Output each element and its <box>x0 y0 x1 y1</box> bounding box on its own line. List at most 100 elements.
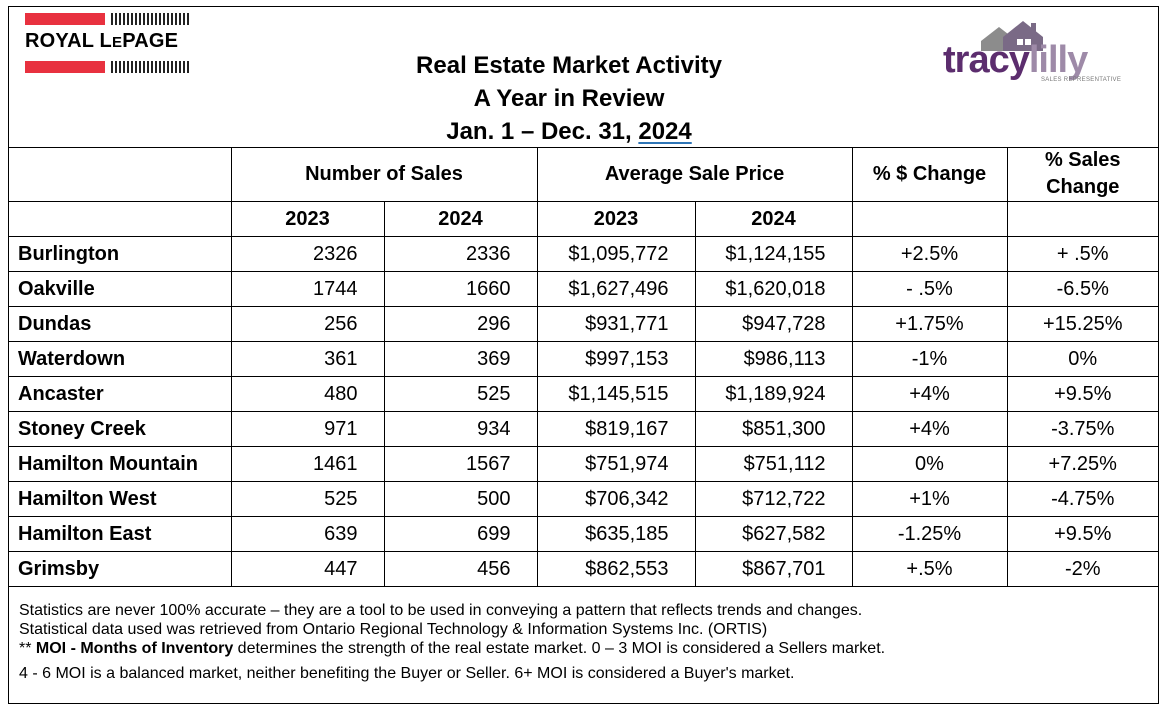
cell-sales-2023: 361 <box>230 341 385 377</box>
cell-pct-price-change: -1% <box>851 341 1008 377</box>
table-row: Burlington 2326 2336 $1,095,772 $1,124,155 +2… <box>9 236 1158 272</box>
cell-sales-2023: 256 <box>230 306 385 342</box>
table-row: Oakville 1744 1660 $1,627,496 $1,620,018- .5… <box>9 271 1158 307</box>
logo-red-bar-bottom <box>25 61 105 73</box>
cell-sales-2024: 934 <box>383 411 538 447</box>
table-row: Hamilton West 525 500 $706,342 $712,722 +1% -4… <box>9 481 1158 517</box>
cell-area: Burlington <box>9 236 232 272</box>
tracylilly-wordmark: tracylilly <box>943 39 1088 81</box>
cell-price-2023: $931,771 <box>536 306 696 342</box>
year-blank <box>9 201 232 237</box>
logo-wordmark: ROYAL LEPAGE <box>25 30 179 52</box>
logo-red-bar-top <box>25 13 105 25</box>
cell-sales-2023: 639 <box>230 516 385 552</box>
cell-price-2023: $819,167 <box>536 411 696 447</box>
table-row: Ancaster 480 525 $1,145,515 $1,189,924 +4% +9.… <box>9 376 1158 412</box>
tracylilly-subtitle: SALES REPRESENTATIVE <box>1041 77 1122 83</box>
title-line-2: A Year in Review <box>473 85 665 112</box>
title-line-3: Jan. 1 – Dec. 31, 2024 <box>446 118 692 145</box>
cell-pct-price-change: +4% <box>851 376 1008 412</box>
cell-area: Stoney Creek <box>9 411 232 447</box>
header-number-of-sales: Number of Sales <box>230 147 538 202</box>
year-price-2024: 2024 <box>694 201 853 237</box>
cell-price-2023: $1,095,772 <box>536 236 696 272</box>
cell-area: Waterdown <box>9 341 232 377</box>
cell-price-2024: $1,189,924 <box>694 376 853 412</box>
cell-price-2024: $947,728 <box>694 306 853 342</box>
header-blank <box>9 147 232 202</box>
cell-sales-2023: 2326 <box>230 236 385 272</box>
cell-sales-2024: 525 <box>383 376 538 412</box>
footnote-3: ** MOI - Months of Inventory determines … <box>19 640 886 657</box>
cell-price-2023: $751,974 <box>536 446 696 482</box>
cell-pct-price-change: - .5% <box>851 271 1008 307</box>
logo-barcode-bottom <box>111 61 191 73</box>
cell-sales-2024: 369 <box>383 341 538 377</box>
table-row: Hamilton Mountain 1461 1567 $751,974 $751,11… <box>9 446 1158 482</box>
cell-price-2024: $627,582 <box>694 516 853 552</box>
table-row: Waterdown 361 369 $997,153 $986,113 -1% 0% <box>9 341 1158 377</box>
footnote-1: Statistics are never 100% accurate – the… <box>19 602 863 619</box>
cell-pct-sales-change: +9.5% <box>1006 376 1158 412</box>
cell-sales-2024: 296 <box>383 306 538 342</box>
cell-area: Hamilton West <box>9 481 232 517</box>
market-table: Number of Sales Average Sale Price % $ C… <box>9 147 1158 587</box>
cell-pct-sales-change: +9.5% <box>1006 516 1158 552</box>
cell-sales-2023: 971 <box>230 411 385 447</box>
cell-price-2024: $751,112 <box>694 446 853 482</box>
royal-lepage-logo: ROYAL LEPAGE <box>25 13 191 73</box>
table-row: Grimsby 447 456 $862,553 $867,701 +.5% -2% <box>9 551 1158 587</box>
report-frame: ROYAL LEPAGE Real Estate Market Activity… <box>8 6 1159 704</box>
cell-price-2024: $986,113 <box>694 341 853 377</box>
cell-price-2023: $997,153 <box>536 341 696 377</box>
cell-price-2023: $1,145,515 <box>536 376 696 412</box>
cell-pct-sales-change: -3.75% <box>1006 411 1158 447</box>
year-blank-pct <box>851 201 1008 237</box>
cell-pct-price-change: +1.75% <box>851 306 1008 342</box>
year-sales-2023: 2023 <box>230 201 385 237</box>
cell-pct-price-change: +1% <box>851 481 1008 517</box>
cell-pct-price-change: +.5% <box>851 551 1008 587</box>
cell-area: Grimsby <box>9 551 232 587</box>
cell-sales-2023: 525 <box>230 481 385 517</box>
cell-sales-2024: 500 <box>383 481 538 517</box>
title-line-1: Real Estate Market Activity <box>416 52 722 79</box>
cell-price-2024: $712,722 <box>694 481 853 517</box>
cell-pct-price-change: 0% <box>851 446 1008 482</box>
cell-price-2024: $851,300 <box>694 411 853 447</box>
header-pct-sales-change: % Sales Change <box>1006 147 1158 202</box>
cell-area: Hamilton Mountain <box>9 446 232 482</box>
table-row: Hamilton East 639 699 $635,185 $627,582 -1.25… <box>9 516 1158 552</box>
cell-sales-2023: 1461 <box>230 446 385 482</box>
cell-price-2024: $867,701 <box>694 551 853 587</box>
cell-sales-2023: 1744 <box>230 271 385 307</box>
table-row: Stoney Creek 971 934 $819,167 $851,300 +4% -3.… <box>9 411 1158 447</box>
cell-price-2024: $1,124,155 <box>694 236 853 272</box>
year-price-2023: 2023 <box>536 201 696 237</box>
cell-price-2024: $1,620,018 <box>694 271 853 307</box>
cell-pct-sales-change: -4.75% <box>1006 481 1158 517</box>
cell-pct-sales-change: -2% <box>1006 551 1158 587</box>
cell-pct-sales-change: + .5% <box>1006 236 1158 272</box>
table-year-row: 2023 2024 2023 2024 <box>9 201 1158 237</box>
house-icon <box>981 21 1043 51</box>
report-header: ROYAL LEPAGE Real Estate Market Activity… <box>9 7 1158 148</box>
cell-area: Hamilton East <box>9 516 232 552</box>
year-sales-2024: 2024 <box>383 201 538 237</box>
year-blank-sales-pct <box>1006 201 1158 237</box>
cell-pct-sales-change: 0% <box>1006 341 1158 377</box>
report-title: Real Estate Market Activity A Year in Re… <box>309 49 829 148</box>
cell-sales-2024: 2336 <box>383 236 538 272</box>
cell-area: Oakville <box>9 271 232 307</box>
cell-pct-sales-change: +7.25% <box>1006 446 1158 482</box>
cell-pct-sales-change: -6.5% <box>1006 271 1158 307</box>
cell-sales-2024: 456 <box>383 551 538 587</box>
table-body: Burlington 2326 2336 $1,095,772 $1,124,155 +2… <box>9 236 1158 587</box>
cell-price-2023: $706,342 <box>536 481 696 517</box>
cell-sales-2023: 480 <box>230 376 385 412</box>
table-row: Dundas 256 296 $931,771 $947,728 +1.75% +15.25… <box>9 306 1158 342</box>
cell-price-2023: $1,627,496 <box>536 271 696 307</box>
footnote-2: Statistical data used was retrieved from… <box>19 621 768 638</box>
logo-barcode-top <box>111 13 191 25</box>
cell-pct-price-change: +4% <box>851 411 1008 447</box>
